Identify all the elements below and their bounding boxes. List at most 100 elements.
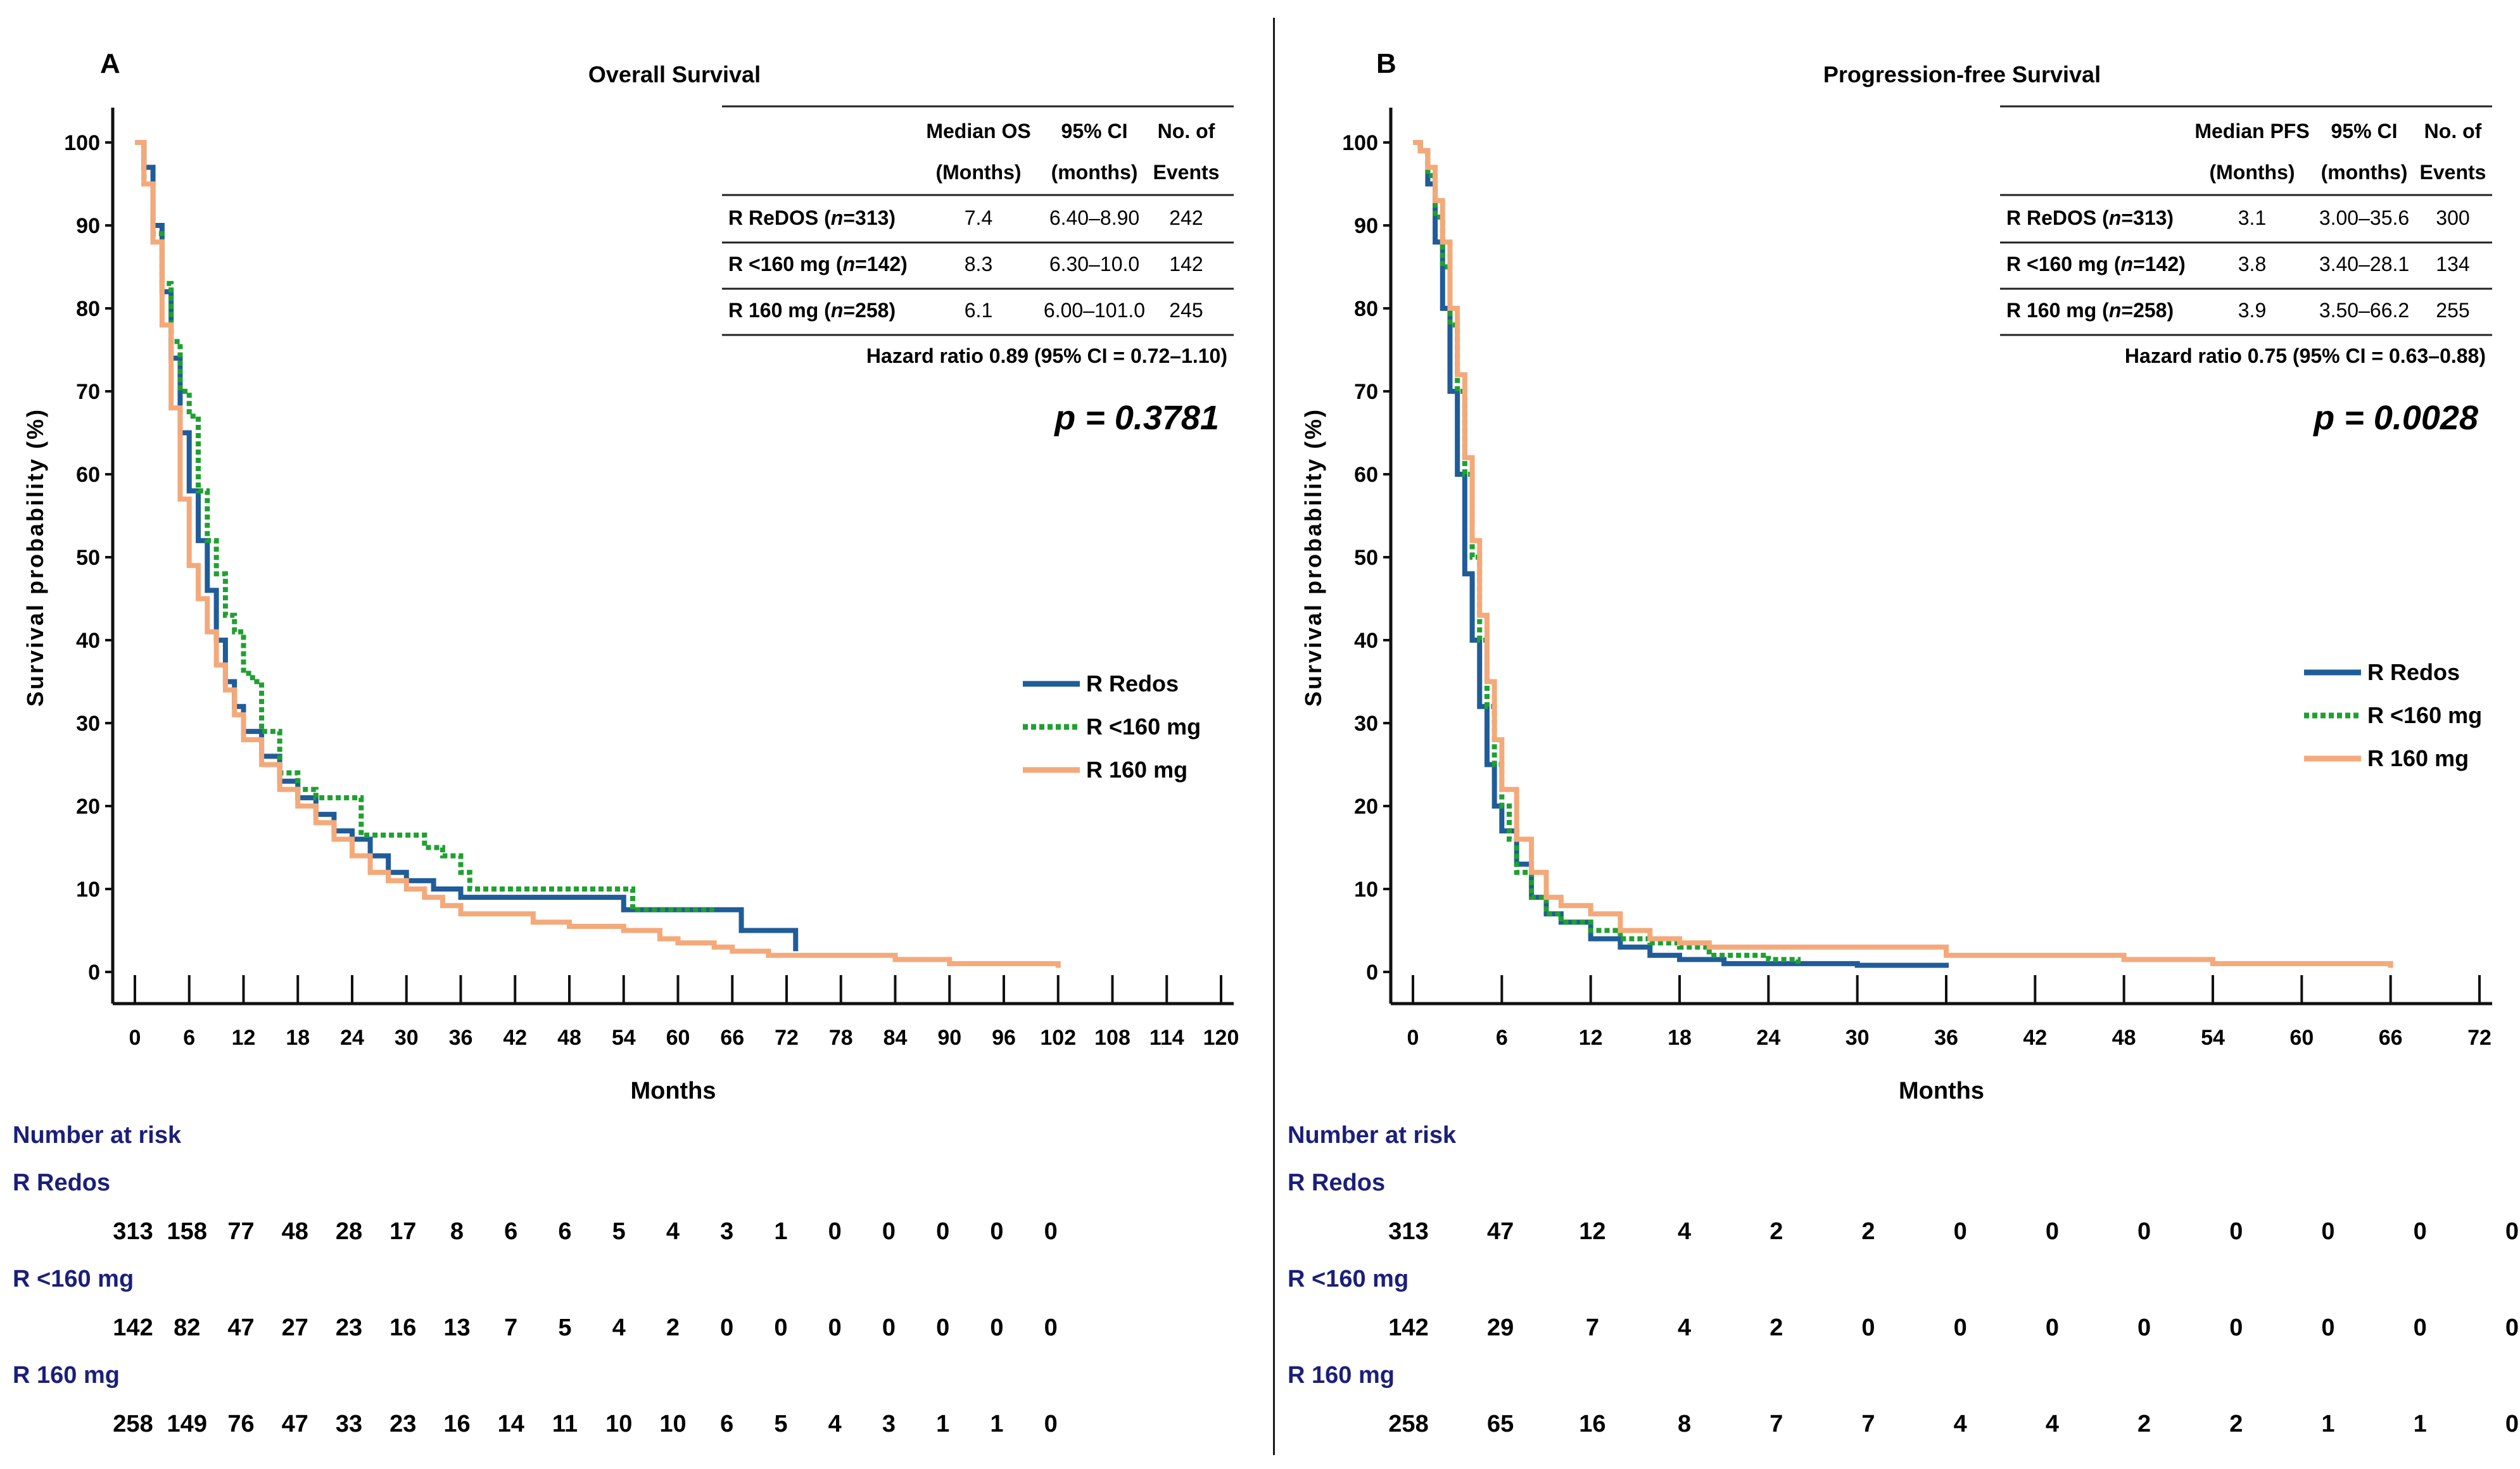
table-median: 6.1: [965, 299, 992, 322]
table-ci: 3.50–66.2: [2319, 299, 2409, 322]
km-curve-r-redos: [135, 140, 799, 952]
table-row-group: R ReDOS (n=313): [728, 206, 896, 229]
legend-label: R 160 mg: [1086, 757, 1187, 783]
x-tick-label: 36: [1934, 1026, 1958, 1050]
risk-count: 2: [1770, 1218, 1783, 1245]
table-events: 300: [2436, 206, 2469, 229]
table-events: 134: [2436, 253, 2469, 275]
y-axis-label: Survival probability (%): [1300, 408, 1326, 707]
y-tick-label: 30: [76, 712, 100, 736]
table-median: 3.9: [2238, 299, 2266, 322]
table-row-group: R 160 mg (n=258): [2006, 299, 2174, 322]
risk-count: 258: [113, 1411, 153, 1437]
x-axis-label: Months: [630, 1078, 716, 1104]
risk-count: 4: [1678, 1315, 1691, 1341]
y-tick-label: 90: [1354, 214, 1378, 238]
risk-count: 5: [774, 1411, 787, 1437]
y-tick-label: 40: [1354, 629, 1378, 653]
x-tick-label: 96: [992, 1026, 1016, 1050]
risk-count: 0: [882, 1218, 896, 1245]
y-tick-label: 10: [76, 878, 100, 902]
risk-count: 6: [504, 1218, 517, 1245]
km-curve-r-redos: [1413, 140, 1949, 968]
x-tick-label: 6: [183, 1026, 195, 1050]
risk-count: 0: [2505, 1315, 2519, 1341]
x-tick-label: 0: [1407, 1026, 1419, 1050]
risk-count: 47: [1487, 1218, 1514, 1245]
risk-count: 0: [1044, 1315, 1058, 1341]
table-header: No. of: [1158, 120, 1215, 142]
risk-count: 48: [282, 1218, 308, 1245]
risk-count: 3: [882, 1411, 896, 1437]
risk-count: 16: [1579, 1411, 1605, 1437]
km-curve-r-lt-160mg: [135, 140, 714, 912]
risk-count: 33: [336, 1411, 362, 1437]
table-events: 142: [1169, 253, 1203, 275]
y-tick-label: 60: [1354, 463, 1378, 487]
risk-count: 0: [774, 1315, 787, 1341]
x-tick-label: 42: [2023, 1026, 2047, 1050]
risk-count: 23: [389, 1411, 416, 1437]
table-header: Events: [2420, 161, 2486, 184]
table-median: 3.1: [2238, 206, 2266, 229]
table-header: (Months): [2209, 161, 2295, 184]
risk-count: 4: [1678, 1218, 1691, 1245]
p-value: p = 0.3781: [1053, 399, 1219, 437]
x-tick-label: 24: [1756, 1026, 1780, 1050]
table-row-group: R ReDOS (n=313): [2006, 206, 2174, 229]
risk-table-title: Number at risk: [1288, 1122, 1457, 1149]
y-tick-label: 60: [76, 463, 100, 487]
risk-count: 7: [1861, 1411, 1875, 1437]
risk-count: 16: [443, 1411, 470, 1437]
risk-count: 313: [1388, 1218, 1428, 1245]
km-curve-r-lt-160mg: [1413, 140, 1801, 964]
risk-count: 7: [1586, 1315, 1599, 1341]
risk-count: 0: [720, 1315, 733, 1341]
risk-count: 0: [936, 1315, 949, 1341]
table-ci: 3.40–28.1: [2319, 253, 2409, 275]
table-ci: 6.40–8.90: [1049, 206, 1139, 229]
y-tick-label: 80: [1354, 297, 1378, 321]
risk-count: 0: [1044, 1411, 1058, 1437]
os-chart: A Overall Survival0102030405060708090100S…: [13, 48, 1239, 1437]
y-tick-label: 90: [76, 214, 100, 238]
risk-count: 4: [612, 1315, 626, 1341]
table-events: 255: [2436, 299, 2469, 322]
risk-count: 0: [1954, 1315, 1967, 1341]
risk-count: 142: [113, 1315, 153, 1341]
table-header: Events: [1153, 161, 1220, 184]
km-curve-r-160mg: [135, 140, 1061, 968]
risk-count: 8: [450, 1218, 464, 1245]
x-tick-label: 90: [937, 1026, 961, 1050]
risk-count: 2: [2229, 1411, 2243, 1437]
x-tick-label: 42: [503, 1026, 527, 1050]
x-tick-label: 24: [340, 1026, 364, 1050]
risk-count: 5: [612, 1218, 626, 1245]
x-tick-label: 48: [557, 1026, 581, 1050]
y-tick-label: 70: [76, 380, 100, 404]
table-header: 95% CI: [1061, 120, 1128, 142]
table-header: 95% CI: [2331, 120, 2398, 142]
risk-group-name: R <160 mg: [13, 1266, 134, 1292]
risk-count: 4: [828, 1411, 842, 1437]
risk-count: 2: [666, 1315, 680, 1341]
risk-count: 0: [1044, 1218, 1058, 1245]
risk-count: 7: [504, 1315, 517, 1341]
pfs-chart: B Progression-free Survival01020304050607…: [1288, 48, 2519, 1437]
p-value: p = 0.0028: [2312, 399, 2478, 437]
x-tick-label: 36: [449, 1026, 473, 1050]
y-tick-label: 100: [64, 131, 100, 155]
table-header: (Months): [935, 161, 1021, 184]
legend-label: R Redos: [1086, 671, 1179, 697]
risk-group-name: R <160 mg: [1288, 1266, 1409, 1292]
km-curve-r-160mg: [1413, 140, 2393, 968]
x-tick-label: 84: [883, 1026, 908, 1050]
risk-count: 23: [336, 1315, 362, 1341]
x-tick-label: 102: [1040, 1026, 1076, 1050]
legend-label: R 160 mg: [2367, 745, 2469, 771]
risk-count: 158: [167, 1218, 207, 1245]
risk-count: 10: [659, 1411, 686, 1437]
risk-count: 2: [1770, 1315, 1783, 1341]
table-events: 242: [1169, 206, 1203, 229]
x-tick-label: 60: [2289, 1026, 2314, 1050]
